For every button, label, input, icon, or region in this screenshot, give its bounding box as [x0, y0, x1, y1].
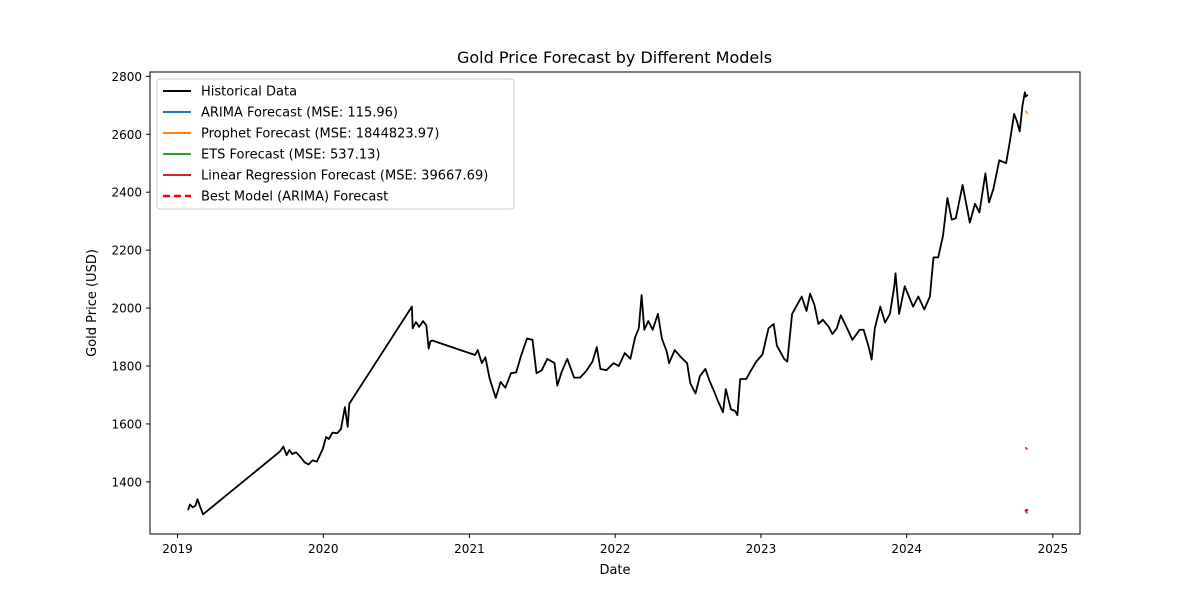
legend-label-2: Prophet Forecast (MSE: 1844823.97)	[201, 127, 439, 142]
y-tick-label-4: 2200	[111, 244, 142, 258]
series-layer	[187, 91, 1029, 516]
legend: Historical Data ARIMA Forecast (MSE: 115.…	[156, 78, 515, 210]
legend-label-5: Best Model (ARIMA) Forecast	[201, 190, 388, 205]
y-tick-label-7: 2800	[111, 70, 142, 84]
y-tick-label-5: 2400	[111, 186, 142, 200]
series-line-2	[1024, 110, 1029, 115]
y-axis: 1400 1600 1800 2000 2200 2400 2600 2800	[111, 70, 150, 489]
x-tick-label-2: 2021	[454, 542, 485, 556]
x-tick-label-3: 2022	[600, 542, 631, 556]
x-axis-label: Date	[599, 563, 630, 578]
legend-label-1: ARIMA Forecast (MSE: 115.96)	[201, 106, 398, 121]
legend-label-4: Linear Regression Forecast (MSE: 39667.6…	[201, 169, 488, 184]
y-tick-label-1: 1600	[111, 417, 142, 431]
y-tick-label-3: 2000	[111, 302, 142, 316]
x-axis: 2019 2020 2021 2022 2023 2024 2025	[162, 534, 1068, 556]
y-tick-label-0: 1400	[111, 475, 142, 489]
series-line-3	[1024, 510, 1029, 514]
x-tick-label-5: 2024	[891, 542, 922, 556]
series-line-5	[1024, 508, 1029, 512]
y-axis-label: Gold Price (USD)	[85, 249, 100, 357]
legend-label-3: ETS Forecast (MSE: 537.13)	[201, 148, 381, 163]
legend-label-0: Historical Data	[201, 85, 297, 100]
x-tick-label-0: 2019	[162, 542, 193, 556]
series-line-4	[1024, 446, 1029, 450]
chart-title: Gold Price Forecast by Different Models	[457, 48, 772, 67]
y-tick-label-6: 2600	[111, 128, 142, 142]
y-tick-label-2: 1800	[111, 360, 142, 374]
x-tick-label-6: 2025	[1038, 542, 1069, 556]
series-line-0	[187, 91, 1029, 516]
x-tick-label-4: 2023	[746, 542, 777, 556]
x-tick-label-1: 2020	[308, 542, 339, 556]
legend-box	[156, 78, 515, 210]
